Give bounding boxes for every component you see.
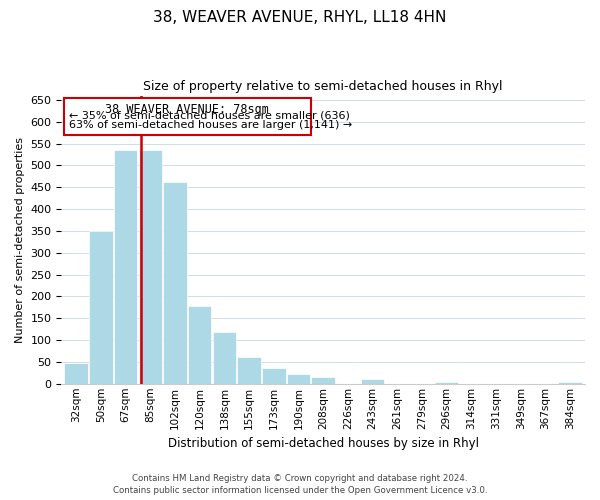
Bar <box>212 332 236 384</box>
Bar <box>64 363 88 384</box>
Text: 63% of semi-detached houses are larger (1,141) →: 63% of semi-detached houses are larger (… <box>69 120 352 130</box>
Text: ← 35% of semi-detached houses are smaller (636): ← 35% of semi-detached houses are smalle… <box>69 111 350 121</box>
Bar <box>139 150 162 384</box>
Bar <box>188 306 211 384</box>
Bar <box>311 377 335 384</box>
Bar <box>262 368 286 384</box>
Text: 38 WEAVER AVENUE: 78sqm: 38 WEAVER AVENUE: 78sqm <box>106 103 269 116</box>
Bar <box>89 232 113 384</box>
Title: Size of property relative to semi-detached houses in Rhyl: Size of property relative to semi-detach… <box>143 80 503 93</box>
Text: Contains HM Land Registry data © Crown copyright and database right 2024.
Contai: Contains HM Land Registry data © Crown c… <box>113 474 487 495</box>
Bar <box>287 374 310 384</box>
Y-axis label: Number of semi-detached properties: Number of semi-detached properties <box>15 136 25 342</box>
Bar <box>238 356 261 384</box>
Bar <box>361 380 385 384</box>
Bar <box>64 98 311 135</box>
Bar <box>559 382 582 384</box>
Bar <box>163 182 187 384</box>
Bar <box>114 150 137 384</box>
X-axis label: Distribution of semi-detached houses by size in Rhyl: Distribution of semi-detached houses by … <box>168 437 479 450</box>
Text: 38, WEAVER AVENUE, RHYL, LL18 4HN: 38, WEAVER AVENUE, RHYL, LL18 4HN <box>154 10 446 25</box>
Bar <box>435 382 458 384</box>
